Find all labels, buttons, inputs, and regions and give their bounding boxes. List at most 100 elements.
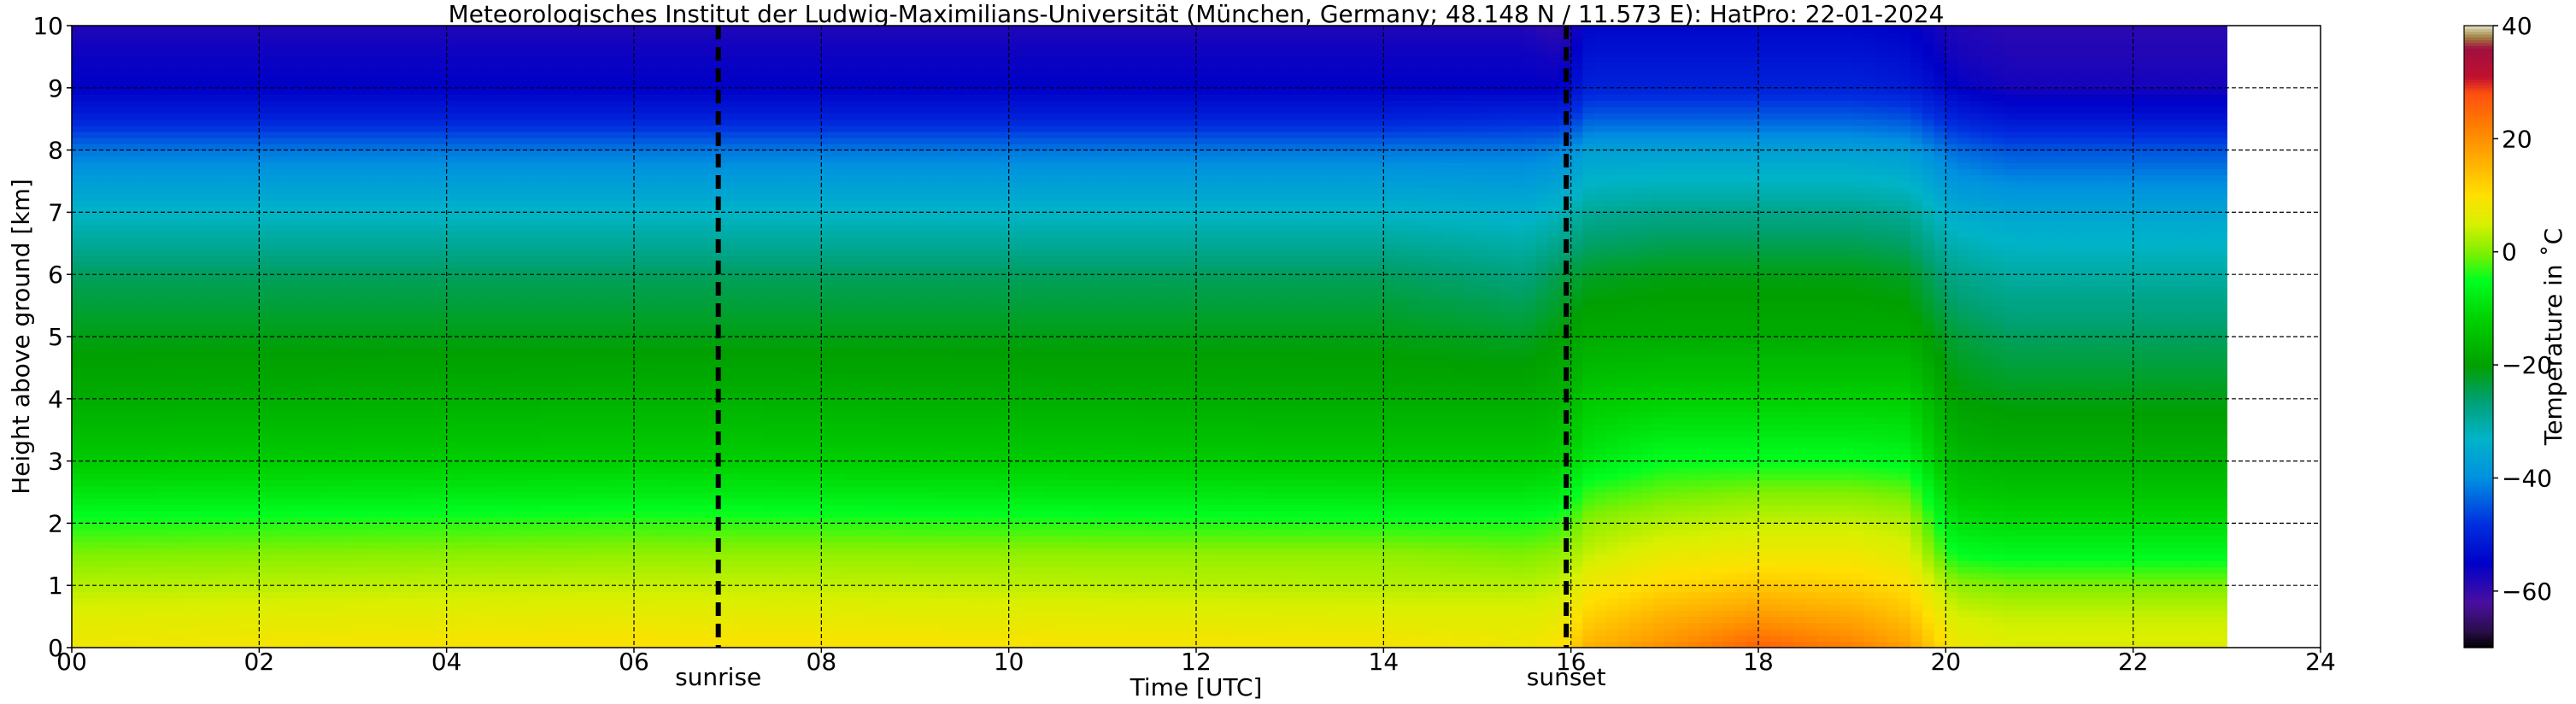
heatmap-cell [528,479,541,487]
heatmap-cell [306,449,319,455]
heatmap-cell [353,379,366,387]
heatmap-cell [470,504,483,512]
heatmap-cell [306,560,319,567]
heatmap-cell [634,517,647,524]
heatmap-cell [153,560,167,567]
heatmap-cell [634,566,647,574]
heatmap-cell [528,330,541,337]
heatmap-cell [83,224,97,232]
heatmap-cell [540,337,553,343]
heatmap-cell [458,299,471,307]
heatmap-cell [481,100,495,108]
heatmap-cell [364,155,378,163]
heatmap-cell [470,349,483,356]
heatmap-cell [118,212,132,220]
heatmap-cell [493,100,506,108]
heatmap-cell [259,243,272,250]
heatmap-cell [259,585,272,593]
heatmap-cell [83,261,97,269]
heatmap-cell [306,280,319,288]
heatmap-cell [540,68,553,76]
heatmap-cell [271,318,284,326]
heatmap-cell [200,355,214,362]
heatmap-cell [622,193,635,201]
heatmap-cell [189,566,202,574]
heatmap-cell [200,349,214,356]
heatmap-cell [212,261,225,269]
heatmap-cell [306,578,319,586]
heatmap-cell [423,218,436,226]
heatmap-cell [598,324,612,331]
heatmap-cell [505,498,518,506]
heatmap-cell [423,604,436,611]
heatmap-cell [470,578,483,586]
heatmap-cell [622,237,635,244]
heatmap-cell [470,610,483,618]
heatmap-cell [493,560,506,567]
heatmap-cell [282,318,296,326]
heatmap-cell [399,224,413,232]
heatmap-cell [224,411,237,419]
heatmap-cell [575,168,588,176]
heatmap-cell [165,635,178,642]
heatmap-cell [645,330,659,337]
heatmap-cell [306,492,319,499]
heatmap-cell [505,423,518,431]
heatmap-cell [622,610,635,618]
heatmap-cell [434,106,448,114]
heatmap-cell [329,523,342,531]
heatmap-cell [552,305,565,313]
heatmap-cell [434,168,448,176]
heatmap-cell [271,572,284,580]
heatmap-cell [130,355,143,362]
heatmap-cell [634,237,647,244]
heatmap-cell [493,417,506,425]
heatmap-cell [528,187,541,195]
heatmap-cell [540,572,553,580]
heatmap-cell [388,485,401,493]
heatmap-cell [411,224,424,232]
heatmap-cell [353,473,366,481]
heatmap-cell [353,38,366,45]
heatmap-cell [563,442,577,449]
heatmap-cell [610,131,623,138]
heatmap-cell [364,430,378,437]
heatmap-cell [528,81,541,89]
heatmap-cell [165,299,178,307]
heatmap-cell [563,473,577,481]
heatmap-cell [610,554,623,561]
heatmap-cell [552,417,565,425]
heatmap-cell [83,386,97,394]
heatmap-cell [177,510,190,518]
heatmap-cell [130,187,143,195]
heatmap-cell [399,218,413,226]
heatmap-cell [411,38,424,45]
heatmap-cell [364,199,378,207]
heatmap-cell [72,138,85,144]
heatmap-cell [212,68,225,76]
heatmap-cell [610,261,623,269]
heatmap-cell [247,62,260,70]
heatmap-cell [434,187,448,195]
heatmap-cell [306,68,319,76]
heatmap-cell [142,274,155,282]
heatmap-cell [645,349,659,356]
heatmap-cell [271,280,284,288]
heatmap-cell [505,542,518,549]
heatmap-cell [575,417,588,425]
heatmap-cell [317,231,331,238]
heatmap-cell [552,56,565,64]
heatmap-cell [118,466,132,474]
heatmap-cell [411,218,424,226]
heatmap-cell [575,249,588,256]
heatmap-cell [516,305,530,313]
heatmap-cell [622,150,635,157]
heatmap-cell [212,423,225,431]
heatmap-cell [271,174,284,182]
heatmap-cell [341,479,354,487]
heatmap-cell [645,436,659,443]
heatmap-cell [481,50,495,57]
heatmap-cell [388,100,401,108]
heatmap-cell [353,162,366,170]
heatmap-cell [142,548,155,555]
